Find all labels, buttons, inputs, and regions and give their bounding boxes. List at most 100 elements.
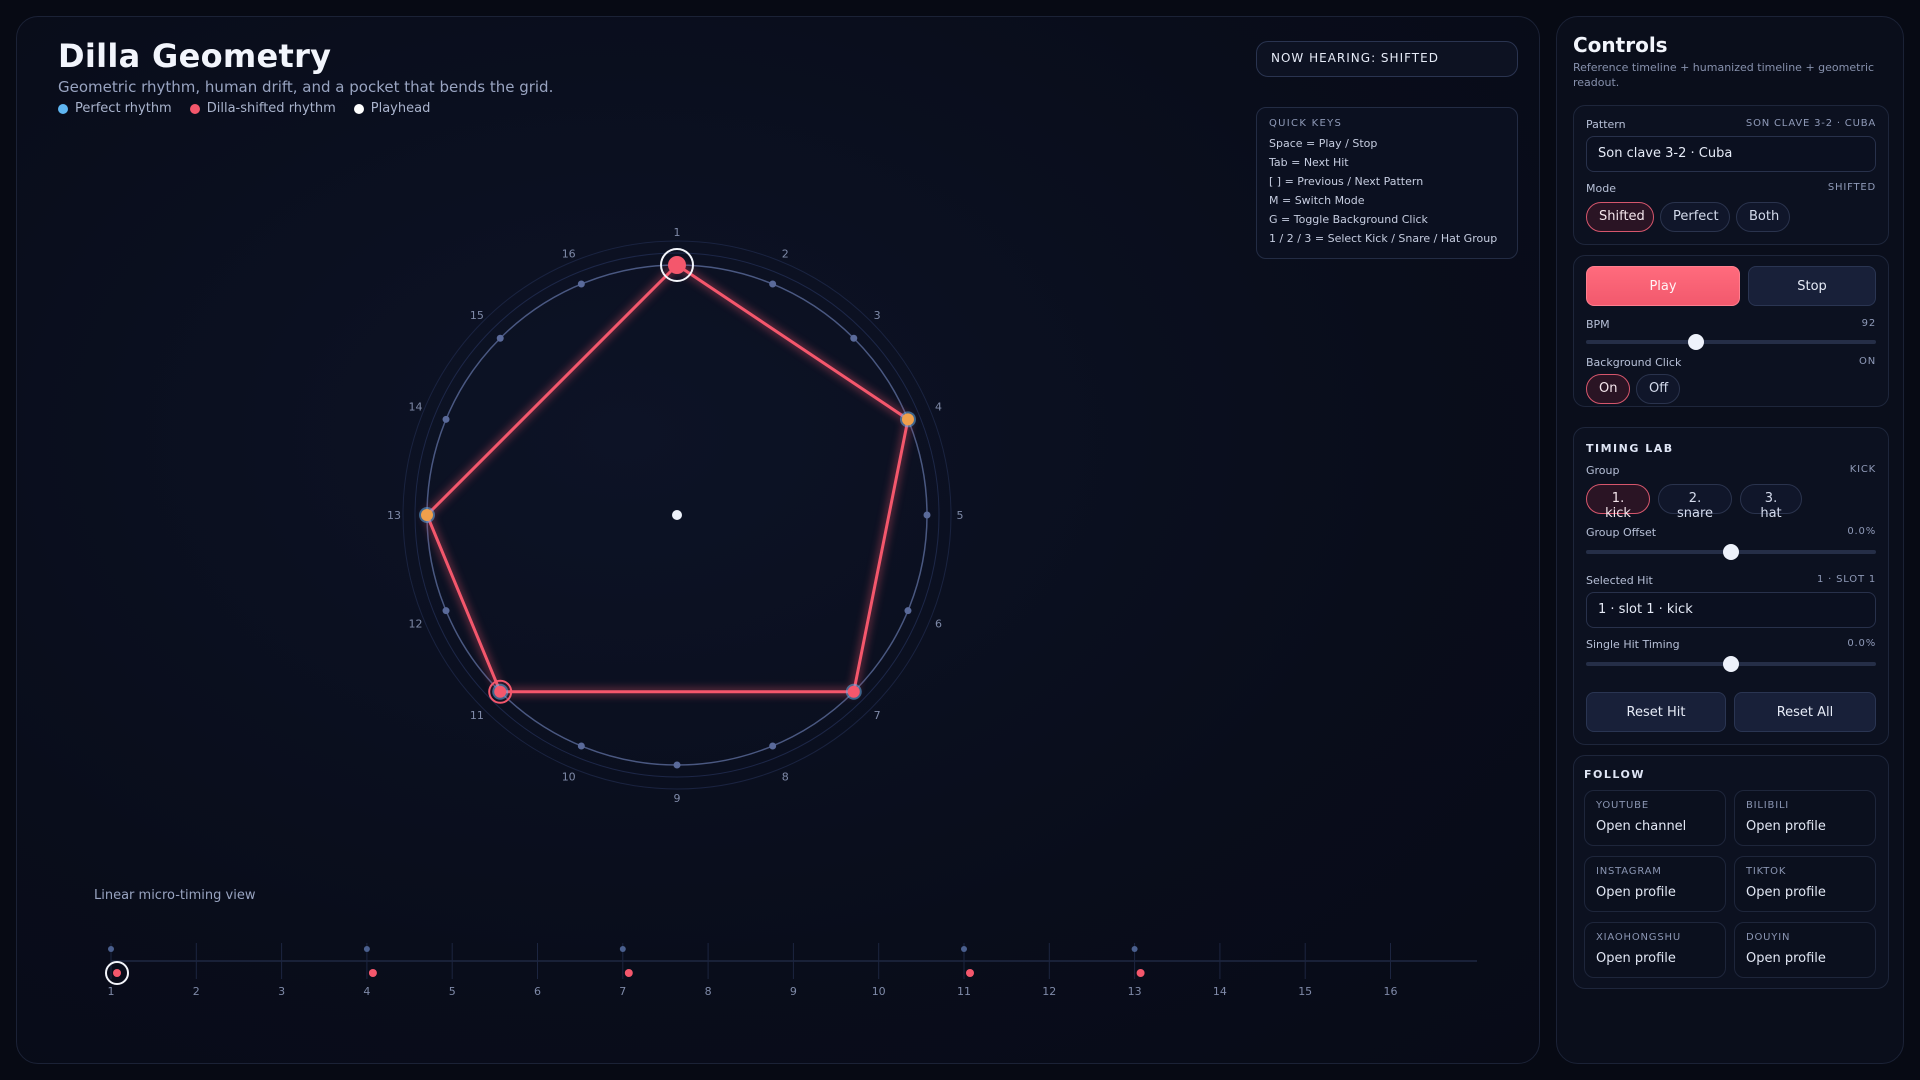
shifted-hit xyxy=(847,685,860,698)
timeline-step-label: 5 xyxy=(449,985,456,998)
legend-dot-icon xyxy=(189,103,200,114)
timeline-step-label: 16 xyxy=(1384,985,1398,998)
step-dot xyxy=(577,280,585,288)
legend-item-perfect: Perfect rhythm xyxy=(58,101,172,116)
slider-thumb[interactable] xyxy=(1723,656,1739,672)
follow-douyin[interactable]: DOUYIN Open profile xyxy=(1734,922,1876,978)
step-label: 7 xyxy=(874,709,881,722)
quick-key-line: M = Switch Mode xyxy=(1269,194,1365,207)
selected-hit-select[interactable]: 1 · slot 1 · kick xyxy=(1586,592,1876,628)
controls-panel: Controls Reference timeline + humanized … xyxy=(1556,16,1904,1064)
page-subtitle: Geometric rhythm, human drift, and a poc… xyxy=(58,78,554,96)
legend: Perfect rhythm Dilla-shifted rhythm Play… xyxy=(58,101,430,116)
shifted-hit xyxy=(421,509,433,521)
timeline-step-label: 4 xyxy=(363,985,370,998)
follow-platform-name: XIAOHONGSHU xyxy=(1596,932,1681,943)
pattern-label: Pattern xyxy=(1586,118,1626,131)
perfect-polygon xyxy=(425,263,910,693)
transport-card: Play Stop BPM 92 Background Click ON On … xyxy=(1573,255,1889,407)
play-button[interactable]: Play xyxy=(1586,266,1740,306)
timeline-step-label: 11 xyxy=(957,985,971,998)
single-hit-value: 0.0% xyxy=(1847,638,1876,649)
group-snare-button[interactable]: 2. snare xyxy=(1658,484,1732,521)
click-on-button[interactable]: On xyxy=(1586,374,1630,404)
now-hearing-badge: NOW HEARING: SHIFTED xyxy=(1256,41,1518,77)
group-label: Group xyxy=(1586,464,1620,477)
step-dot xyxy=(904,607,912,615)
outer-ring xyxy=(402,240,952,790)
pattern-select[interactable]: Son clave 3-2 · Cuba xyxy=(1586,136,1876,172)
reset-all-button[interactable]: Reset All xyxy=(1734,692,1876,732)
step-dot xyxy=(850,334,858,342)
timeline-step-label: 15 xyxy=(1298,985,1312,998)
follow-youtube[interactable]: YOUTUBE Open channel xyxy=(1584,790,1726,846)
group-hat-button[interactable]: 3. hat xyxy=(1740,484,1802,521)
controls-subtitle: Reference timeline + humanized timeline … xyxy=(1573,61,1875,89)
step-label: 11 xyxy=(470,709,484,722)
follow-action: Open profile xyxy=(1746,819,1826,834)
group-kick-button[interactable]: 1. kick xyxy=(1586,484,1650,521)
step-label: 3 xyxy=(874,309,881,322)
follow-platform-name: DOUYIN xyxy=(1746,932,1791,943)
step-label: 5 xyxy=(957,509,964,522)
timeline-perfect-hit xyxy=(619,946,626,952)
step-dot xyxy=(673,761,681,769)
timeline-shifted-hit xyxy=(1136,969,1145,977)
follow-xiaohongshu[interactable]: XIAOHONGSHU Open profile xyxy=(1584,922,1726,978)
quick-keys-title: QUICK KEYS xyxy=(1269,118,1343,129)
selected-hit-ring xyxy=(660,248,694,282)
timeline-step-label: 3 xyxy=(278,985,285,998)
follow-tiktok[interactable]: TIKTOK Open profile xyxy=(1734,856,1876,912)
timeline-step-label: 6 xyxy=(534,985,541,998)
slider-thumb[interactable] xyxy=(1723,544,1739,560)
micro-timing-timeline[interactable]: 1 2 3 4 5 6 7 8 9 10 11 12 13 14 15 16 xyxy=(77,917,1497,1017)
shifted-hit xyxy=(901,413,914,426)
timeline-perfect-hit xyxy=(108,946,114,952)
pattern-card: Pattern SON CLAVE 3-2 · CUBA Son clave 3… xyxy=(1573,105,1889,245)
follow-platform-name: YOUTUBE xyxy=(1596,800,1649,811)
timeline-step-label: 9 xyxy=(790,985,797,998)
follow-card: FOLLOW YOUTUBE Open channel BILIBILI Ope… xyxy=(1573,755,1889,989)
hit-ring xyxy=(488,679,513,704)
legend-item-playhead: Playhead xyxy=(353,101,431,116)
step-label: 1 xyxy=(674,226,681,239)
main-panel: Dilla Geometry Geometric rhythm, human d… xyxy=(16,16,1540,1064)
step-label: 15 xyxy=(470,309,484,322)
mode-shifted-button[interactable]: Shifted xyxy=(1586,202,1654,232)
reset-hit-button[interactable]: Reset Hit xyxy=(1586,692,1726,732)
stop-button[interactable]: Stop xyxy=(1748,266,1876,306)
group-offset-slider[interactable] xyxy=(1586,544,1876,560)
single-hit-label: Single Hit Timing xyxy=(1586,638,1680,651)
follow-platform-name: BILIBILI xyxy=(1746,800,1790,811)
legend-label: Dilla-shifted rhythm xyxy=(206,101,336,116)
shifted-polygon-glow xyxy=(422,259,913,696)
timeline-step-label: 14 xyxy=(1213,985,1227,998)
follow-platform-name: TIKTOK xyxy=(1746,866,1787,877)
bpm-slider[interactable] xyxy=(1586,334,1876,350)
step-label: 2 xyxy=(782,248,789,261)
timeline-step-label: 10 xyxy=(872,985,886,998)
mode-perfect-button[interactable]: Perfect xyxy=(1660,202,1730,232)
timeline-shifted-hit xyxy=(368,969,377,977)
group-value: KICK xyxy=(1849,464,1876,475)
follow-platform-name: INSTAGRAM xyxy=(1596,866,1662,877)
follow-action: Open profile xyxy=(1746,951,1826,966)
background-click-value: ON xyxy=(1859,356,1876,367)
page-title: Dilla Geometry xyxy=(58,37,332,75)
follow-bilibili[interactable]: BILIBILI Open profile xyxy=(1734,790,1876,846)
legend-label: Perfect rhythm xyxy=(75,101,172,116)
follow-instagram[interactable]: INSTAGRAM Open profile xyxy=(1584,856,1726,912)
timeline-step-label: 1 xyxy=(108,985,115,998)
step-label: 16 xyxy=(562,248,576,261)
group-offset-label: Group Offset xyxy=(1586,526,1657,539)
timing-lab-title: TIMING LAB xyxy=(1586,442,1674,455)
step-dot xyxy=(923,511,931,519)
slider-thumb[interactable] xyxy=(1688,334,1705,350)
follow-action: Open profile xyxy=(1596,951,1676,966)
click-off-button[interactable]: Off xyxy=(1636,374,1680,404)
step-dot xyxy=(442,415,450,423)
legend-label: Playhead xyxy=(370,101,431,116)
mode-both-button[interactable]: Both xyxy=(1736,202,1790,232)
single-hit-slider[interactable] xyxy=(1586,656,1876,672)
